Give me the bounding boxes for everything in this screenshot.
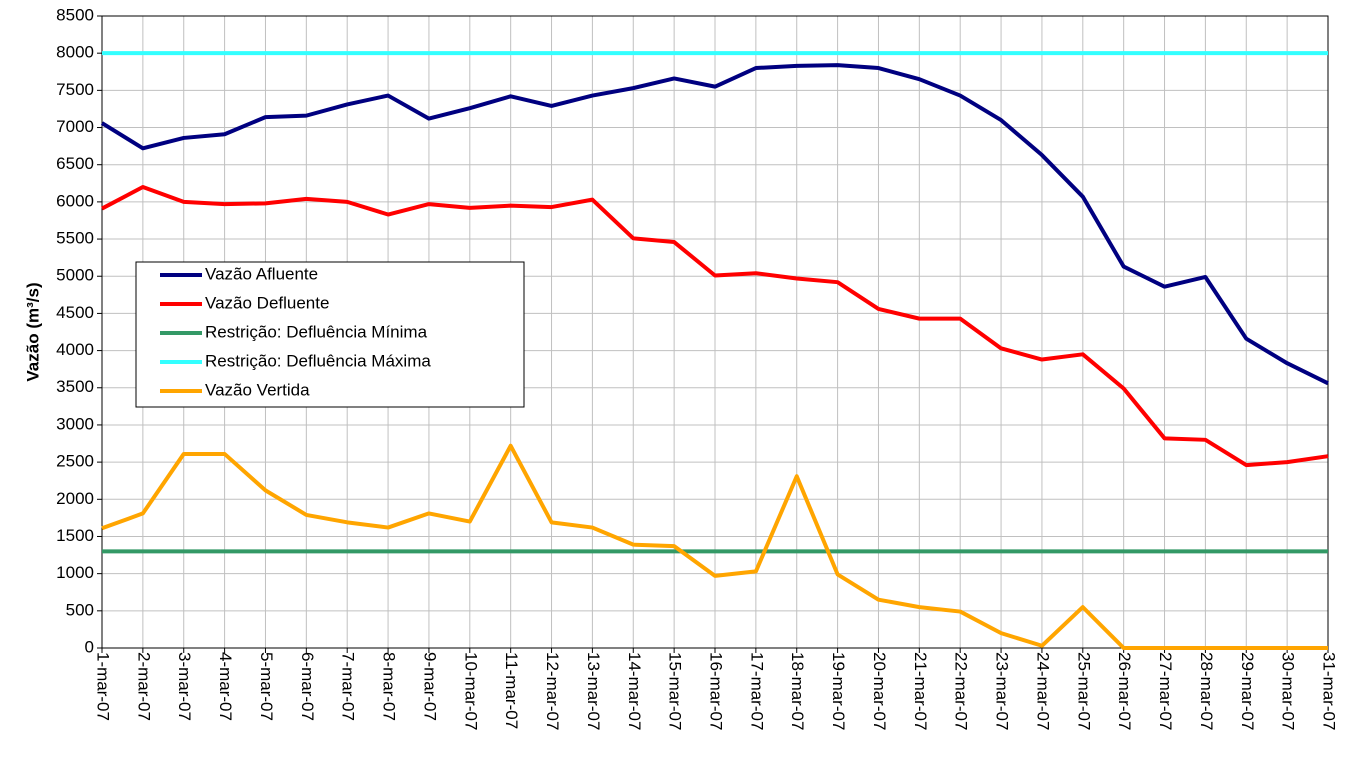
x-tick-label: 23-mar-07 — [993, 652, 1012, 730]
y-tick-label: 5000 — [56, 266, 94, 285]
y-tick-label: 3500 — [56, 377, 94, 396]
y-tick-label: 8000 — [56, 43, 94, 62]
x-tick-label: 24-mar-07 — [1033, 652, 1052, 730]
y-tick-label: 7000 — [56, 117, 94, 136]
x-tick-label: 31-mar-07 — [1320, 652, 1339, 730]
x-tick-label: 19-mar-07 — [829, 652, 848, 730]
x-tick-label: 12-mar-07 — [543, 652, 562, 730]
x-tick-label: 4-mar-07 — [216, 652, 235, 721]
x-tick-label: 8-mar-07 — [380, 652, 399, 721]
y-tick-label: 7500 — [56, 80, 94, 99]
x-tick-label: 29-mar-07 — [1238, 652, 1257, 730]
legend-label: Vazão Defluente — [205, 293, 329, 312]
y-tick-label: 3000 — [56, 414, 94, 433]
x-tick-label: 11-mar-07 — [502, 652, 521, 729]
y-tick-label: 500 — [66, 600, 94, 619]
x-tick-label: 7-mar-07 — [339, 652, 358, 721]
x-tick-label: 28-mar-07 — [1197, 652, 1216, 730]
legend-label: Restrição: Defluência Mínima — [205, 322, 428, 341]
x-tick-label: 16-mar-07 — [707, 652, 726, 730]
x-tick-label: 10-mar-07 — [461, 652, 480, 730]
x-tick-label: 5-mar-07 — [257, 652, 276, 721]
legend-label: Vazão Vertida — [205, 380, 310, 399]
x-tick-label: 27-mar-07 — [1156, 652, 1175, 730]
x-tick-label: 22-mar-07 — [952, 652, 971, 730]
x-tick-label: 21-mar-07 — [911, 652, 930, 730]
y-tick-label: 5500 — [56, 229, 94, 248]
x-tick-label: 20-mar-07 — [870, 652, 889, 730]
y-tick-label: 6500 — [56, 154, 94, 173]
y-tick-label: 2500 — [56, 452, 94, 471]
x-tick-label: 25-mar-07 — [1074, 652, 1093, 730]
y-tick-label: 4500 — [56, 303, 94, 322]
x-tick-label: 14-mar-07 — [625, 652, 644, 730]
x-tick-label: 2-mar-07 — [134, 652, 153, 721]
x-tick-label: 3-mar-07 — [175, 652, 194, 721]
y-axis-label: Vazão (m³/s) — [23, 282, 42, 381]
x-tick-label: 26-mar-07 — [1115, 652, 1134, 730]
y-tick-label: 1500 — [56, 526, 94, 545]
y-tick-label: 1000 — [56, 563, 94, 582]
y-tick-label: 8500 — [56, 5, 94, 24]
x-tick-label: 30-mar-07 — [1279, 652, 1298, 730]
x-tick-label: 6-mar-07 — [298, 652, 317, 721]
series-line — [101, 443, 1328, 650]
y-tick-label: 0 — [85, 637, 94, 656]
series-line — [100, 63, 1329, 386]
legend-label: Vazão Afluente — [205, 264, 318, 283]
y-tick-label: 6000 — [56, 191, 94, 210]
legend-label: Restrição: Defluência Máxima — [205, 351, 431, 370]
y-tick-label: 4000 — [56, 340, 94, 359]
x-tick-label: 1-mar-07 — [94, 652, 113, 721]
y-tick-label: 2000 — [56, 489, 94, 508]
plot-frame — [101, 15, 1329, 649]
x-tick-label: 18-mar-07 — [788, 652, 807, 730]
x-tick-label: 13-mar-07 — [584, 652, 603, 730]
legend: Vazão Afluente Vazão Defluente Restrição: … — [135, 261, 525, 408]
x-tick-label: 17-mar-07 — [747, 652, 766, 730]
x-tick-label: 9-mar-07 — [420, 652, 439, 721]
x-tick-label: 15-mar-07 — [666, 652, 685, 730]
series-line — [101, 185, 1329, 468]
